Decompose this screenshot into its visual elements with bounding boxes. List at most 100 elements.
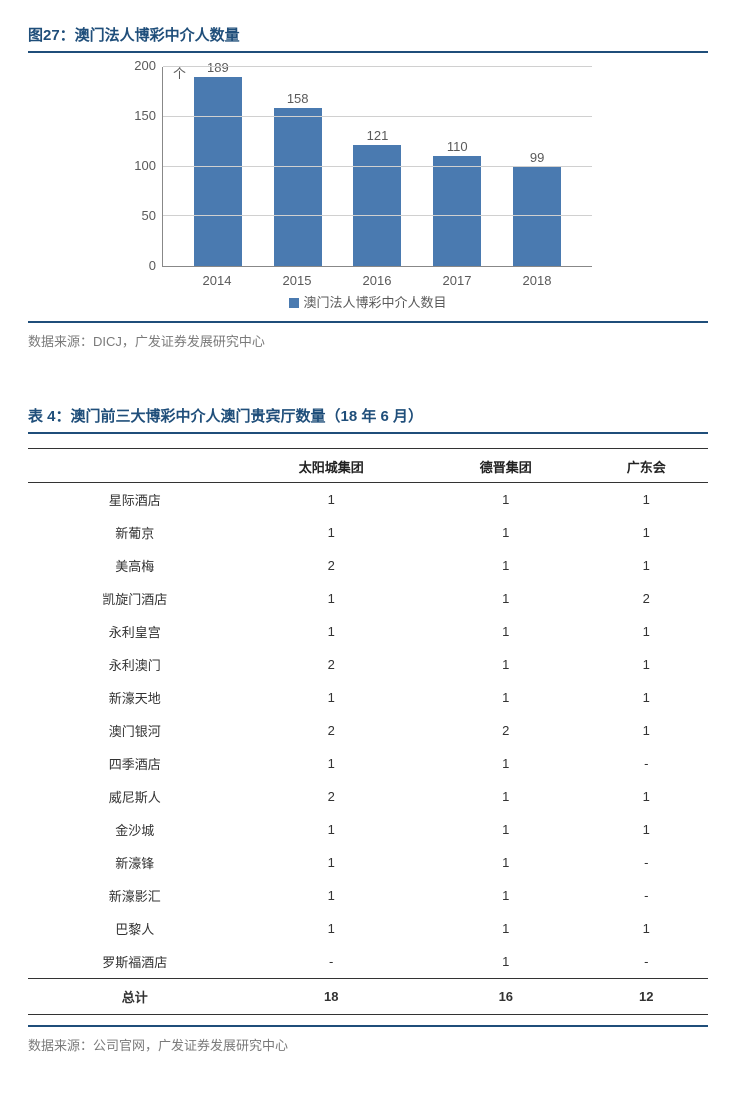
- plot-area: 18915812111099: [162, 67, 592, 267]
- table-row: 澳门银河221: [28, 714, 708, 747]
- table-cell: 2: [585, 582, 708, 615]
- table-source: 数据来源：公司官网，广发证券发展研究中心: [28, 1025, 708, 1054]
- table-cell: 1: [585, 615, 708, 648]
- table-cell: 1: [235, 846, 427, 879]
- bar: [433, 156, 481, 266]
- table-cell: 四季酒店: [28, 747, 235, 780]
- table-cell: 星际酒店: [28, 483, 235, 517]
- table-cell: 1: [235, 813, 427, 846]
- table-header-cell: 广东会: [585, 449, 708, 483]
- table-cell: 金沙城: [28, 813, 235, 846]
- table-cell: 1: [427, 615, 585, 648]
- bar-column: 189: [190, 60, 246, 266]
- table-footer-cell: 16: [427, 979, 585, 1015]
- table-footer-cell: 12: [585, 979, 708, 1015]
- table-cell: 新濠锋: [28, 846, 235, 879]
- table-row: 新濠锋11-: [28, 846, 708, 879]
- table-cell: 1: [585, 681, 708, 714]
- table-cell: 1: [427, 483, 585, 517]
- bar-chart: 个 200150100500 18915812111099 2014201520…: [118, 67, 618, 311]
- bar-value-label: 158: [287, 91, 309, 106]
- figure-title: 图27：澳门法人博彩中介人数量: [28, 24, 708, 53]
- x-tick-label: 2016: [349, 273, 405, 288]
- table-cell: -: [585, 747, 708, 780]
- bar: [274, 108, 322, 266]
- figure-source: 数据来源：DICJ，广发证券发展研究中心: [28, 321, 708, 350]
- table-cell: 1: [585, 813, 708, 846]
- y-axis: 200150100500: [118, 67, 162, 267]
- page: 图27：澳门法人博彩中介人数量 个 200150100500 189158121…: [0, 0, 736, 1094]
- table-cell: 2: [235, 648, 427, 681]
- table-cell: 1: [427, 648, 585, 681]
- table-cell: 1: [235, 747, 427, 780]
- table-cell: 1: [235, 516, 427, 549]
- table-row: 新葡京111: [28, 516, 708, 549]
- legend-label: 澳门法人博彩中介人数目: [303, 295, 446, 310]
- x-tick-label: 2018: [509, 273, 565, 288]
- table-block: 表 4：澳门前三大博彩中介人澳门贵宾厅数量（18 年 6 月） 太阳城集团德晋集…: [28, 405, 708, 1054]
- x-tick-label: 2017: [429, 273, 485, 288]
- table-cell: 澳门银河: [28, 714, 235, 747]
- table-row: 四季酒店11-: [28, 747, 708, 780]
- figure-block: 图27：澳门法人博彩中介人数量 个 200150100500 189158121…: [28, 24, 708, 350]
- table-cell: 1: [235, 615, 427, 648]
- x-tick-label: 2014: [189, 273, 245, 288]
- table-body: 星际酒店111新葡京111美高梅211凯旋门酒店112永利皇宫111永利澳门21…: [28, 483, 708, 979]
- table-cell: 1: [427, 912, 585, 945]
- gridline: [163, 116, 592, 117]
- table-cell: 永利澳门: [28, 648, 235, 681]
- table-cell: 1: [427, 780, 585, 813]
- table-cell: 1: [235, 483, 427, 517]
- table-cell: 1: [427, 681, 585, 714]
- table-footer-cell: 总计: [28, 979, 235, 1015]
- x-tick-label: 2015: [269, 273, 325, 288]
- table-cell: 巴黎人: [28, 912, 235, 945]
- table-cell: -: [235, 945, 427, 979]
- chart-legend: 澳门法人博彩中介人数目: [118, 292, 618, 311]
- table-cell: -: [585, 879, 708, 912]
- table-cell: 1: [585, 912, 708, 945]
- table-cell: 罗斯福酒店: [28, 945, 235, 979]
- bars-container: 18915812111099: [163, 67, 592, 266]
- table-cell: 1: [427, 516, 585, 549]
- gridline: [163, 166, 592, 167]
- legend-swatch: [289, 298, 299, 308]
- table-row: 星际酒店111: [28, 483, 708, 517]
- table-cell: 1: [235, 582, 427, 615]
- table-cell: 1: [427, 846, 585, 879]
- table-row: 永利皇宫111: [28, 615, 708, 648]
- bar: [353, 145, 401, 266]
- table-footer-cell: 18: [235, 979, 427, 1015]
- bar-value-label: 99: [530, 150, 544, 165]
- table-cell: 2: [235, 714, 427, 747]
- table-cell: 1: [427, 879, 585, 912]
- table-row: 威尼斯人211: [28, 780, 708, 813]
- table-cell: -: [585, 945, 708, 979]
- table-cell: 1: [427, 813, 585, 846]
- table-cell: 1: [585, 780, 708, 813]
- table-cell: 2: [427, 714, 585, 747]
- table-row: 金沙城111: [28, 813, 708, 846]
- bar: [513, 167, 561, 266]
- table-row: 罗斯福酒店-1-: [28, 945, 708, 979]
- table-row: 巴黎人111: [28, 912, 708, 945]
- table-cell: 1: [585, 483, 708, 517]
- table-cell: 新濠影汇: [28, 879, 235, 912]
- bar-value-label: 110: [447, 139, 468, 154]
- table-cell: -: [585, 846, 708, 879]
- table-cell: 1: [427, 582, 585, 615]
- table-row: 凯旋门酒店112: [28, 582, 708, 615]
- table-cell: 1: [427, 945, 585, 979]
- table-header-row: 太阳城集团德晋集团广东会: [28, 449, 708, 483]
- table-cell: 美高梅: [28, 549, 235, 582]
- bar-column: 121: [349, 128, 405, 266]
- table-row: 新濠天地111: [28, 681, 708, 714]
- table-cell: 凯旋门酒店: [28, 582, 235, 615]
- table-row: 永利澳门211: [28, 648, 708, 681]
- table-cell: 1: [585, 516, 708, 549]
- gridline: [163, 215, 592, 216]
- data-table: 太阳城集团德晋集团广东会 星际酒店111新葡京111美高梅211凯旋门酒店112…: [28, 448, 708, 1015]
- table-cell: 威尼斯人: [28, 780, 235, 813]
- bar: [194, 77, 242, 266]
- bar-column: 158: [270, 91, 326, 266]
